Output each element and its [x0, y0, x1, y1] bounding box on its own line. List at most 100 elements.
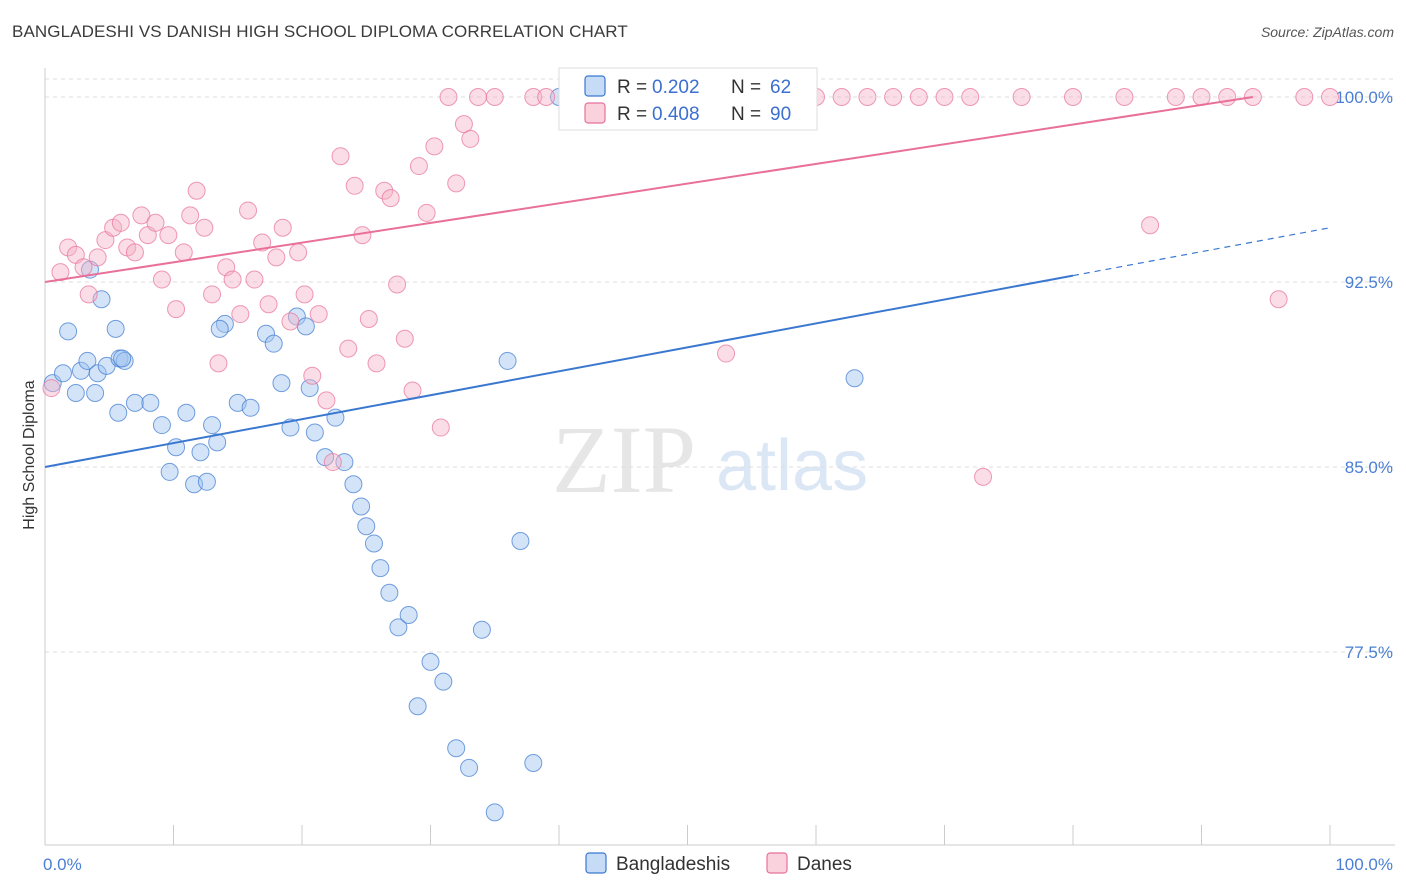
point-danes-86 — [1269, 290, 1288, 309]
point-danes-4 — [74, 258, 93, 277]
point-danes-45 — [367, 354, 386, 373]
point-bangladeshis-47 — [380, 583, 399, 602]
point-danes-21 — [195, 218, 214, 237]
point-danes-42 — [345, 176, 364, 195]
point-danes-79 — [1064, 88, 1082, 106]
point-danes-60 — [485, 88, 504, 106]
point-bangladeshis-26 — [203, 416, 222, 435]
point-bangladeshis-27 — [215, 314, 234, 333]
watermark-zip: ZIP — [552, 406, 696, 513]
legend-n-label-1: N = — [731, 77, 761, 98]
point-bangladeshis-55 — [472, 620, 491, 639]
point-danes-14 — [146, 213, 165, 232]
point-bangladeshis-34 — [281, 418, 300, 437]
point-danes-36 — [303, 366, 322, 385]
legend-r-value-2: 0.408 — [652, 104, 700, 125]
point-danes-89 — [717, 344, 736, 363]
point-bangladeshis-48 — [389, 618, 408, 637]
y-tick-label-2: 92.5% — [1345, 273, 1393, 292]
series-bangladeshis — [43, 88, 864, 822]
point-danes-22 — [203, 285, 222, 304]
point-bangladeshis-43 — [352, 497, 371, 516]
point-bangladeshis-21 — [177, 403, 196, 422]
point-bangladeshis-30 — [241, 398, 260, 417]
y-axis-label: High School Diploma — [21, 380, 38, 530]
point-bangladeshis-6 — [86, 384, 105, 402]
point-bangladeshis-16 — [125, 393, 144, 412]
point-danes-20 — [187, 181, 206, 200]
point-danes-82 — [1166, 88, 1185, 106]
trend-line-bangladeshis-extension — [1072, 227, 1331, 277]
point-danes-51 — [409, 157, 428, 176]
chart-title: BANGLADESHI VS DANISH HIGH SCHOOL DIPLOM… — [12, 22, 628, 41]
point-bangladeshis-14 — [113, 349, 132, 368]
point-bangladeshis-38 — [305, 423, 324, 442]
point-danes-9 — [111, 213, 130, 232]
point-bangladeshis-54 — [460, 758, 479, 777]
point-danes-53 — [425, 137, 444, 156]
point-danes-15 — [152, 270, 171, 289]
trend-line-danes — [44, 96, 1254, 283]
point-bangladeshis-25 — [208, 433, 227, 452]
point-danes-73 — [884, 88, 903, 106]
point-bangladeshis-19 — [160, 462, 179, 481]
point-danes-2 — [59, 238, 78, 257]
point-danes-47 — [381, 189, 400, 208]
point-bangladeshis-42 — [344, 475, 363, 494]
point-danes-19 — [181, 206, 200, 225]
point-bangladeshis-32 — [264, 334, 283, 353]
source-label: Source: ZipAtlas.com — [1260, 24, 1394, 40]
point-danes-26 — [231, 305, 250, 324]
point-danes-17 — [167, 300, 186, 319]
point-bangladeshis-31 — [257, 324, 276, 343]
point-bangladeshis-24 — [197, 472, 216, 491]
point-danes-33 — [281, 312, 300, 331]
point-bangladeshis-28 — [210, 319, 229, 338]
y-tick-labels: 77.5% 85.0% 92.5% 100.0% — [1335, 88, 1393, 662]
point-danes-41 — [339, 339, 358, 358]
point-danes-34 — [289, 243, 308, 262]
point-danes-54 — [431, 418, 450, 437]
legend-n-label-2: N = — [731, 104, 761, 125]
point-bangladeshis-7 — [88, 364, 107, 383]
point-danes-87 — [1295, 88, 1314, 106]
point-bangladeshis-17 — [141, 393, 160, 412]
point-danes-35 — [295, 285, 314, 304]
bottom-legend-swatch-blue — [585, 852, 607, 874]
point-danes-6 — [88, 248, 107, 267]
point-bangladeshis-15 — [109, 403, 128, 422]
point-danes-5 — [79, 285, 98, 304]
x-tick-labels: 0.0% 100.0% — [43, 855, 1393, 874]
point-bangladeshis-58 — [511, 532, 530, 550]
legend-r-label-1: R = — [617, 77, 647, 98]
point-danes-56 — [447, 174, 466, 193]
bottom-legend-swatch-pink — [766, 852, 788, 874]
point-danes-25 — [223, 270, 242, 289]
point-bangladeshis-18 — [152, 416, 171, 435]
legend-box: R = 0.202 N = 62 R = 0.408 N = 90 — [558, 67, 818, 131]
trend-lines — [44, 96, 1331, 468]
point-bangladeshis-33 — [272, 374, 291, 393]
point-danes-72 — [858, 88, 877, 106]
point-bangladeshis-5 — [78, 351, 97, 370]
point-bangladeshis-2 — [59, 322, 78, 341]
point-danes-55 — [439, 88, 458, 106]
point-bangladeshis-11 — [106, 319, 125, 338]
point-danes-88 — [1321, 88, 1339, 106]
point-danes-30 — [259, 295, 278, 314]
point-danes-48 — [388, 275, 407, 294]
point-bangladeshis-53 — [447, 739, 466, 758]
bottom-legend: Bangladeshis Danes — [585, 852, 852, 875]
legend-n-value-1: 62 — [770, 77, 791, 98]
point-danes-27 — [239, 201, 258, 220]
bottom-legend-label-bangladeshis: Bangladeshis — [616, 854, 730, 875]
point-danes-12 — [132, 206, 151, 225]
point-bangladeshis-36 — [296, 317, 315, 336]
point-danes-18 — [174, 243, 193, 262]
legend-n-value-2: 90 — [770, 104, 791, 125]
y-tick-label-3: 100.0% — [1335, 88, 1393, 107]
point-danes-62 — [537, 88, 556, 106]
point-bangladeshis-23 — [191, 443, 210, 462]
point-bangladeshis-13 — [115, 351, 134, 370]
x-tick-label-1: 100.0% — [1335, 855, 1393, 874]
